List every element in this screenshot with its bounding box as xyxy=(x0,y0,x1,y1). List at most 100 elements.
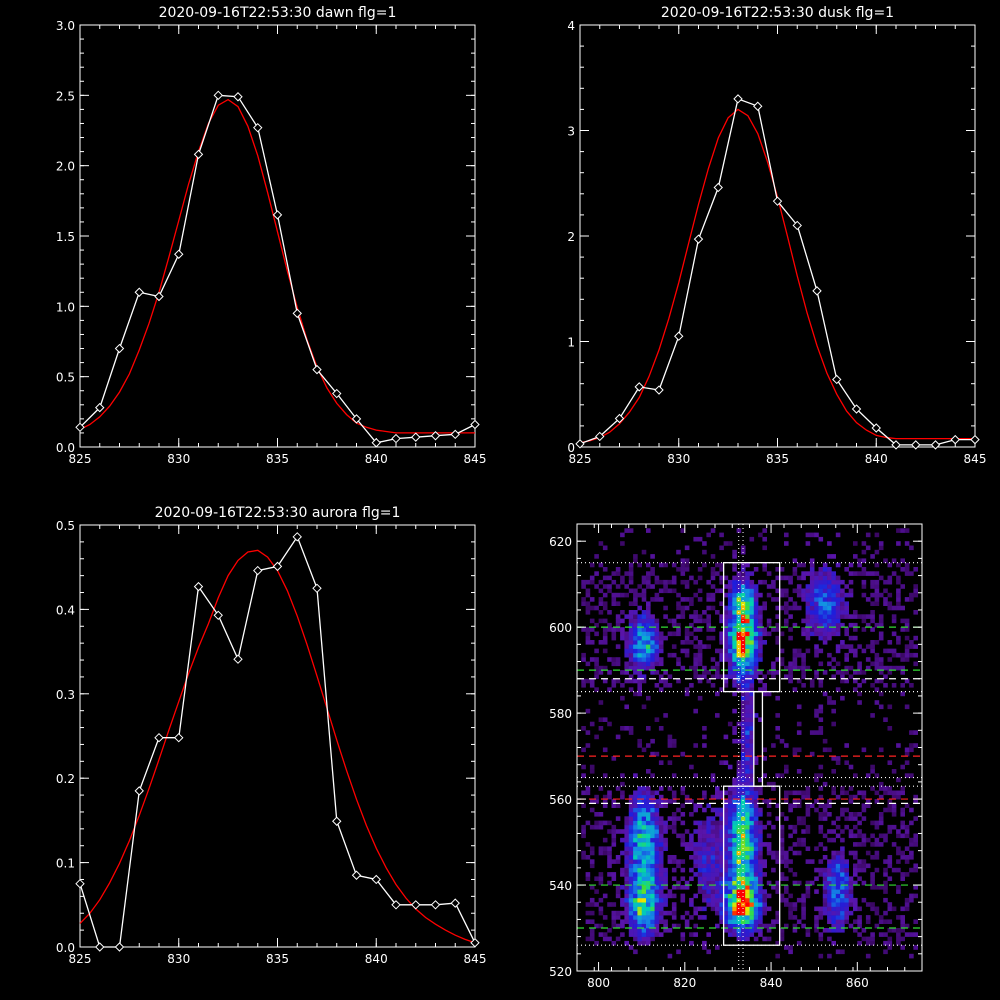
heatmap-cell xyxy=(840,622,845,628)
y-tick-label: 540 xyxy=(549,879,572,893)
heatmap-cell xyxy=(727,794,733,800)
heatmap-cell xyxy=(840,644,845,649)
heatmap-cell xyxy=(844,824,849,830)
heatmap-cell xyxy=(818,812,824,817)
heatmap-cell xyxy=(835,648,841,654)
heatmap-cell xyxy=(818,605,824,611)
heatmap-cell xyxy=(589,683,595,688)
heatmap-cell xyxy=(736,855,742,860)
heatmap-cell xyxy=(684,652,690,658)
heatmap-cell xyxy=(676,614,681,619)
heatmap-cell xyxy=(831,876,836,881)
heatmap-cell xyxy=(680,786,686,791)
heatmap-cell xyxy=(706,627,711,632)
heatmap-cell xyxy=(650,889,655,894)
heatmap-cell xyxy=(697,850,703,856)
heatmap-cell xyxy=(602,618,608,624)
heatmap-cell xyxy=(628,678,634,684)
heatmap-cell xyxy=(671,644,677,649)
heatmap-cell xyxy=(650,614,655,619)
heatmap-cell xyxy=(736,885,742,890)
heatmap-cell xyxy=(848,665,854,671)
heatmap-cell xyxy=(663,824,668,830)
heatmap-cell xyxy=(650,816,655,821)
heatmap-cell xyxy=(628,816,634,821)
heatmap-cell xyxy=(758,889,763,894)
heatmap-cell xyxy=(766,571,772,576)
heatmap-cell xyxy=(896,592,901,598)
heatmap-cell xyxy=(624,528,629,533)
heatmap-cell xyxy=(650,833,655,839)
heatmap-cell xyxy=(607,902,612,907)
heatmap-cell xyxy=(775,657,780,662)
heatmap-cell xyxy=(598,897,604,903)
heatmap-cell xyxy=(697,618,703,624)
heatmap-cell xyxy=(745,794,750,800)
heatmap-cell xyxy=(585,786,591,791)
heatmap-cell xyxy=(646,769,651,774)
heatmap-cell xyxy=(715,863,720,869)
heatmap-cell xyxy=(857,940,862,946)
y-tick-label: 1.0 xyxy=(56,300,75,314)
heatmap-cell xyxy=(581,773,586,778)
heatmap-cell xyxy=(831,618,836,624)
heatmap-cell xyxy=(602,567,608,572)
heatmap-cell xyxy=(745,897,750,903)
heatmap-cell xyxy=(594,812,599,817)
heatmap-cell xyxy=(874,867,880,873)
heatmap-cell xyxy=(723,618,729,624)
heatmap-cell xyxy=(749,601,755,606)
heatmap-cell xyxy=(736,571,742,576)
heatmap-cell xyxy=(831,915,836,920)
heatmap-cell xyxy=(646,743,651,748)
heatmap-cell xyxy=(753,588,759,594)
heatmap-cell xyxy=(719,575,724,581)
heatmap-cell xyxy=(758,657,763,662)
heatmap-cell xyxy=(805,893,811,899)
heatmap-cell xyxy=(684,691,690,697)
heatmap-cell xyxy=(771,743,776,748)
heatmap-cell xyxy=(633,842,638,847)
heatmap-cell xyxy=(861,670,867,675)
heatmap-cell xyxy=(628,872,634,877)
heatmap-cell xyxy=(727,648,733,654)
heatmap-cell xyxy=(818,730,824,735)
heatmap-cell xyxy=(641,915,647,920)
heatmap-cell xyxy=(740,872,746,877)
heatmap-cell xyxy=(723,928,729,933)
heatmap-cell xyxy=(878,657,884,662)
heatmap-cell xyxy=(702,940,707,946)
heatmap-cell xyxy=(835,910,841,916)
heatmap-cell xyxy=(620,592,625,598)
heatmap-cell xyxy=(814,622,819,628)
heatmap-cell xyxy=(792,799,798,804)
heatmap-cell xyxy=(749,829,755,834)
heatmap-cell xyxy=(689,631,694,637)
heatmap-cell xyxy=(602,717,608,722)
heatmap-cell xyxy=(848,902,854,907)
heatmap-cell xyxy=(646,571,651,576)
heatmap-cell xyxy=(710,842,716,847)
heatmap-cell xyxy=(771,919,776,924)
heatmap-cell xyxy=(758,618,763,624)
heatmap-cell xyxy=(589,764,595,770)
heatmap-cell xyxy=(602,575,608,581)
heatmap-cell xyxy=(883,837,888,843)
heatmap-cell xyxy=(861,867,867,873)
heatmap-cell xyxy=(641,588,647,594)
heatmap-cell xyxy=(865,915,871,920)
heatmap-cell xyxy=(874,597,880,602)
heatmap-cell xyxy=(732,738,737,744)
heatmap-cell xyxy=(896,846,901,851)
heatmap-cell xyxy=(853,833,858,839)
heatmap-cell xyxy=(706,867,711,873)
heatmap-cell xyxy=(809,567,815,572)
heatmap-cell xyxy=(805,588,811,594)
heatmap-cell xyxy=(727,932,733,937)
heatmap-cell xyxy=(654,863,660,869)
heatmap-cell xyxy=(740,919,746,924)
heatmap-cell xyxy=(792,906,798,912)
heatmap-cell xyxy=(650,850,655,856)
heatmap-cell xyxy=(827,584,832,589)
heatmap-cell xyxy=(887,829,893,834)
